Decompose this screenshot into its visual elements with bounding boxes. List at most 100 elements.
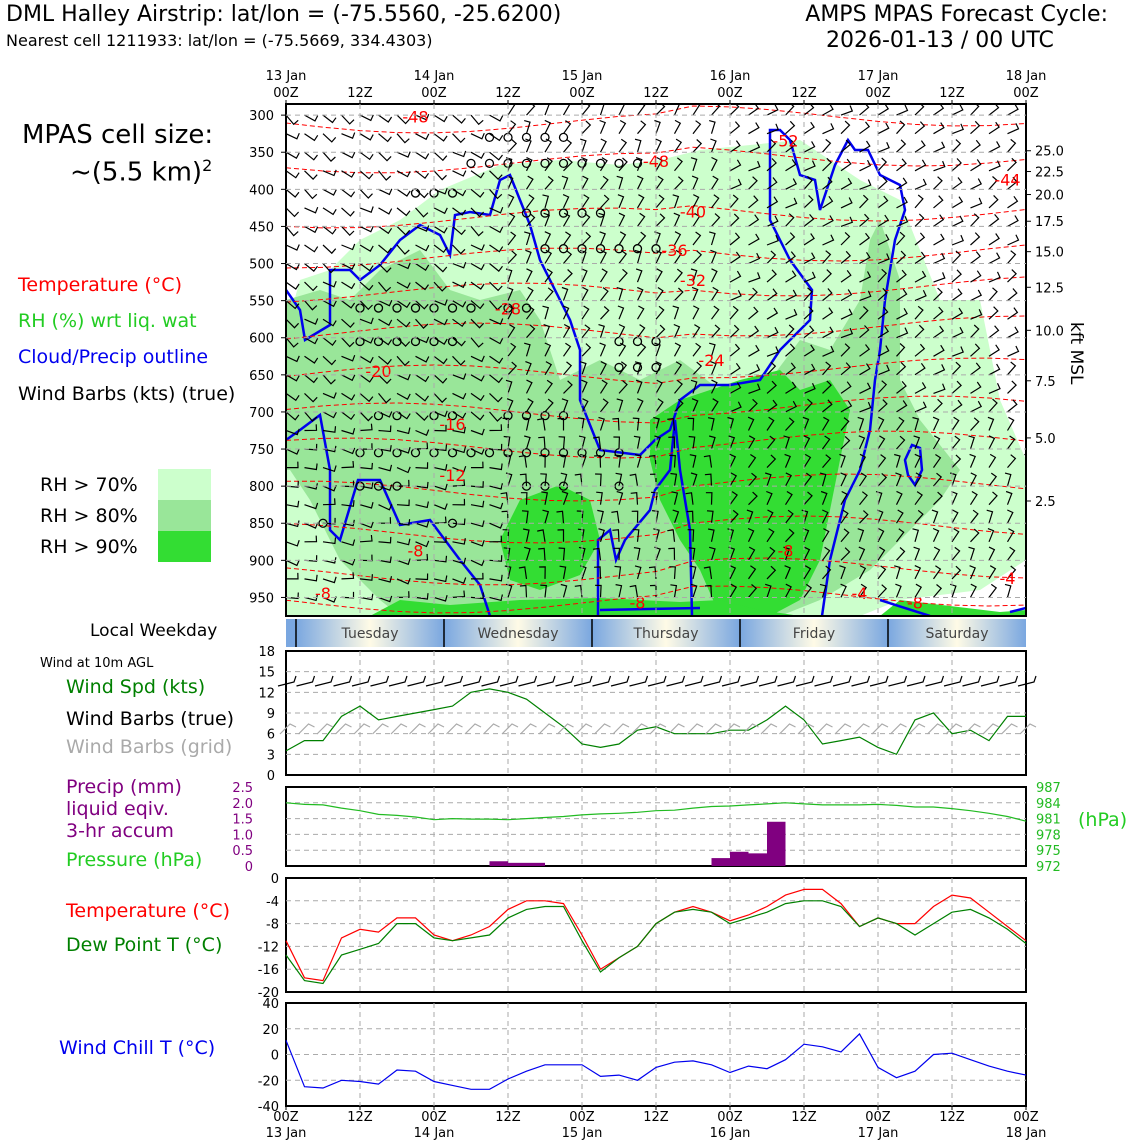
wind-barb [822,345,835,357]
wind-barb [802,528,810,543]
wind-barb [655,194,665,209]
wind-barb [822,454,832,468]
wind-barb [537,417,546,431]
wind-barb [489,170,503,180]
wind-barb [988,453,997,468]
wind-barb [674,249,683,264]
wind-barb-grid [631,723,648,735]
ice-circle [521,303,532,313]
wind-barb [286,392,300,402]
wind-barb [988,141,1001,153]
wind-barb [322,263,336,274]
wind-barb [877,287,888,302]
top-hour-label: 12Z [939,86,965,101]
wind-barb [914,401,927,413]
wind-barb [286,461,299,469]
pressure-tick-label: 750 [249,443,274,458]
wind-barb [766,158,777,172]
wind-barb [933,306,944,320]
wind-barb [322,225,337,235]
wind-barb [359,521,374,529]
wind-barb [877,122,890,135]
wind-barb [452,114,466,124]
wind-barb [729,401,742,413]
wind-barb [785,400,798,413]
wind-barb [987,528,995,543]
wind-barb [820,490,828,505]
pressure-axis: 300 350 400 450 500 550 600 650 700 750 800 850 900 9… [249,109,286,606]
wind-barb [634,454,642,468]
wind-barb [673,342,682,357]
wind-barb [618,138,628,153]
wind-barb [1025,262,1026,264]
wind-barb [729,159,742,172]
wind-barb [988,160,1001,172]
precip-tick-label: 0 [245,860,253,875]
wind-barb [539,566,546,579]
wind-barb [729,194,739,209]
wind-barb [859,140,871,153]
wind-barb [1025,318,1026,320]
wind-barb [785,178,798,190]
wind-barb-grid [427,723,445,735]
wind-barb [970,308,983,320]
bottom-hour-label: 00Z [421,1110,447,1125]
wind-barb [692,120,702,135]
wind-barb [489,225,504,234]
wind-barb [784,565,791,580]
wind-barb [581,194,590,209]
wind-barb [489,206,504,214]
wind-barb [629,584,639,598]
wind-barb [415,244,430,252]
wind-barb [558,547,566,561]
legend-temperature: Temperature (°C) [18,274,182,296]
wind-barb [341,460,355,469]
wind-barb [341,262,356,270]
wind-barb [595,584,602,598]
wind-barb [859,472,868,487]
wind-barb [951,528,960,543]
wind-barb [822,326,834,339]
wind-barb [507,231,517,246]
wind-barb [322,484,337,492]
wind-barb [894,565,901,580]
wind-barb [322,576,337,584]
wind-barb [1025,132,1026,134]
wind-barb [839,453,846,468]
legend-rh70-label: RH > 70% [40,474,138,496]
wind-barb [341,447,356,455]
wind-barb [598,324,605,338]
wind-barb [452,590,466,598]
wind-barb-grid [723,723,741,735]
wind-barb [895,583,902,598]
wind-barb [933,195,944,209]
wind-barb [674,361,683,376]
wind-barb [840,547,851,561]
wind-barb [785,417,795,431]
wind-barb [341,243,356,251]
wind-barb [470,428,485,436]
cell-size-label: MPAS cell size: [22,120,214,150]
wind-barb [859,491,868,506]
legend-wind-barbs: Wind Barbs (kts) (true) [18,383,236,405]
wind-barb [359,462,373,470]
wind-barb [415,262,430,271]
kft-tick-label: 12.5 [1035,281,1064,296]
wind-barb [668,547,676,561]
wind-barb [803,287,813,302]
wind-barb [748,344,760,357]
wind-barb [452,225,466,236]
wind-barb [692,231,702,246]
pressure-tick-label: 987 [1036,781,1061,796]
wind-barb [648,454,657,468]
wind-barb [914,140,926,153]
wind-barb [859,325,870,339]
wind-barb-grid [760,723,778,735]
wind-barb [766,196,779,209]
wind-barb [729,583,738,598]
wind-barb [452,355,466,366]
wind-barb [452,498,466,506]
wind-barb [821,509,829,524]
wind-barb [396,519,411,526]
wind-barb [951,416,960,431]
